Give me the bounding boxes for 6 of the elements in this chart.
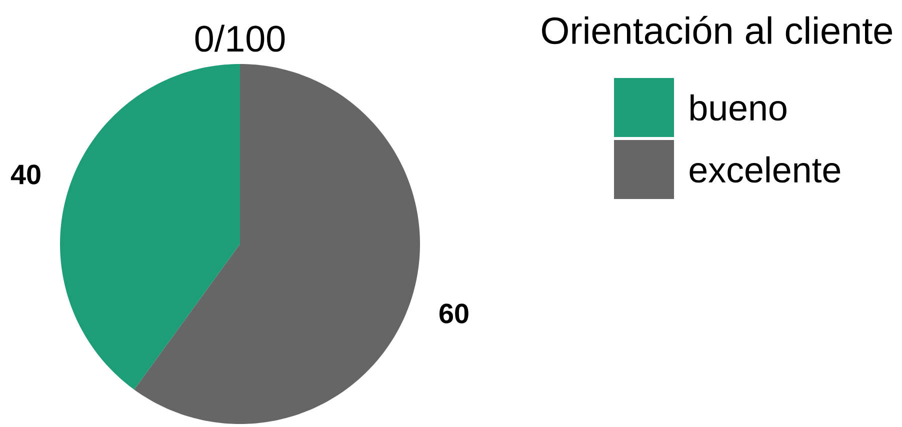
text: 0/100 — [195, 24, 285, 52]
legend-label: excelente — [690, 156, 840, 183]
data-label: 60 — [439, 304, 468, 324]
data-label: 40 — [10, 164, 40, 184]
legend-label: bueno — [690, 94, 786, 121]
legend-title: Orientación al cliente — [542, 16, 892, 44]
